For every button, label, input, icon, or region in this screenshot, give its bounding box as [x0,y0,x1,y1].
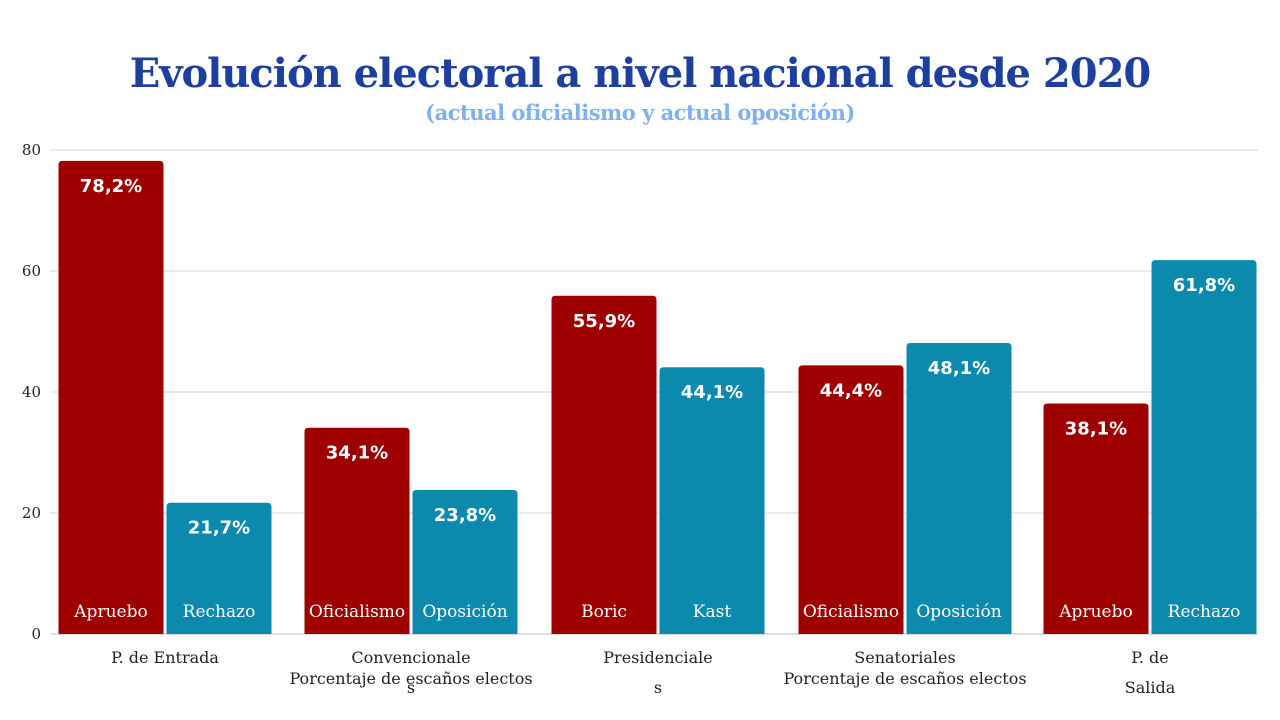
bar [906,342,1012,634]
bar [304,427,410,634]
bar-category-label: Oposición [916,602,1001,622]
bar [798,365,904,634]
group-label: Porcentaje de escaños electos [783,669,1026,688]
bar-category-label: Oficialismo [309,602,405,622]
group-label: s [654,678,662,697]
bar-category-label: Rechazo [1168,602,1241,622]
group-label: P. de Entrada [111,648,219,667]
chart-subtitle: (actual oficialismo y actual oposición) [425,100,855,125]
bar [58,160,164,634]
chart-title: Evolución electoral a nivel nacional des… [129,50,1152,97]
y-tick-label: 40 [22,383,41,401]
bar-value-label: 44,1% [681,382,743,403]
bar-value-label: 55,9% [573,311,635,332]
bar [1043,403,1149,634]
bar-value-label: 44,4% [820,380,882,401]
group-label: P. de [1131,648,1168,667]
y-tick-label: 20 [22,504,41,522]
bar [551,295,657,634]
bar-category-label: Boric [581,602,627,622]
y-tick-label: 80 [22,141,41,159]
bar-value-label: 34,1% [326,443,388,464]
bar [412,490,518,634]
bar [1151,260,1257,634]
bar-category-label: Oficialismo [803,602,899,622]
bar-value-label: 48,1% [928,358,990,379]
group-label: Porcentaje de escaños electos [289,669,532,688]
group-label: Salida [1125,678,1176,697]
bar-category-label: Apruebo [1058,602,1132,622]
group-label: Presidenciale [603,648,712,667]
bar-value-label: 61,8% [1173,275,1235,296]
bar [659,367,765,634]
y-tick-label: 0 [31,625,41,643]
group-label: s [407,678,415,697]
bar-category-label: Kast [693,602,732,622]
bar-category-label: Oposición [422,602,507,622]
bar-value-label: 38,1% [1065,418,1127,439]
group-label: Senatoriales [854,648,955,667]
bar-value-label: 23,8% [434,505,496,526]
bar [166,502,272,634]
bar-value-label: 78,2% [80,176,142,197]
bar-category-label: Apruebo [73,602,147,622]
y-tick-label: 60 [22,262,41,280]
group-label: Convencionale [351,648,470,667]
bar-category-label: Rechazo [183,602,256,622]
bar-value-label: 21,7% [188,518,250,539]
